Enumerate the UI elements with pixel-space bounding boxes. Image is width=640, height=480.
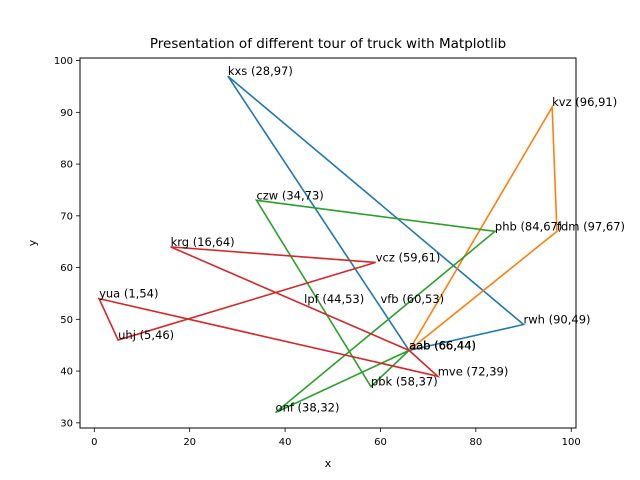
y-axis-label: y xyxy=(26,239,39,246)
point-label: onf (38,32) xyxy=(276,400,340,414)
point-label: lpf (44,53) xyxy=(304,292,364,306)
tour-line-1 xyxy=(227,75,526,352)
y-tick-label: 90 xyxy=(60,108,73,119)
y-tick-label: 100 xyxy=(54,56,73,67)
point-label: aab (66,44) xyxy=(409,338,476,352)
point-label: pbk (58,37) xyxy=(371,375,438,389)
y-tick-label: 40 xyxy=(60,367,73,378)
point-label: fdm (97,67) xyxy=(557,219,625,233)
x-tick-label: 100 xyxy=(562,437,581,448)
x-tick-label: 0 xyxy=(91,437,97,448)
x-axis-label: x xyxy=(325,457,332,470)
x-tick-label: 20 xyxy=(183,437,196,448)
x-tick-label: 40 xyxy=(279,437,292,448)
point-label: czw (34,73) xyxy=(256,188,323,202)
point-labels: kxs (28,97) kvz (96,91) czw (34,73) phb (84… xyxy=(99,64,625,414)
point-label: vcz (59,61) xyxy=(376,250,441,264)
chart-title: Presentation of different tour of truck … xyxy=(150,36,506,52)
point-label: kxs (28,97) xyxy=(228,64,293,78)
tour-line-3 xyxy=(254,199,497,414)
point-label: uhj (5,46) xyxy=(118,328,174,342)
axis-ticks: 0 20 40 60 80 100 30 40 50 60 70 80 90 100 xyxy=(54,56,581,448)
y-tick-label: 60 xyxy=(60,263,73,274)
plot-frame xyxy=(79,57,577,429)
point-label: krg (16,64) xyxy=(171,235,235,249)
point-label: yua (1,54) xyxy=(99,287,158,301)
point-label: rwh (90,49) xyxy=(524,313,591,327)
point-label: vfb (60,53) xyxy=(380,292,444,306)
x-tick-label: 80 xyxy=(469,437,482,448)
y-tick-label: 80 xyxy=(60,160,73,171)
y-tick-label: 30 xyxy=(60,418,73,429)
x-tick-label: 60 xyxy=(374,437,387,448)
point-label: aab (66,44) xyxy=(409,338,476,352)
point-label: phb (84,67) xyxy=(495,219,562,233)
y-tick-label: 50 xyxy=(60,315,73,326)
tour-lines xyxy=(97,75,558,414)
point-label: kvz (96,91) xyxy=(552,95,617,109)
point-label: aab (66,44) xyxy=(409,338,476,352)
point-label: aab (66,44) xyxy=(409,338,476,352)
point-label: mve (72,39) xyxy=(438,364,509,378)
tour-line-4 xyxy=(97,246,441,378)
y-tick-label: 70 xyxy=(60,211,73,222)
